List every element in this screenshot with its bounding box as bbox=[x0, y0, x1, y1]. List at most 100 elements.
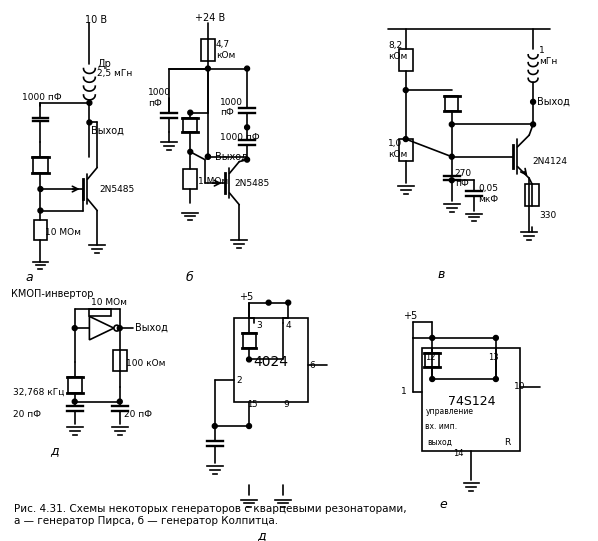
Text: 12: 12 bbox=[425, 353, 436, 362]
Bar bbox=[243, 333, 256, 348]
Text: 14: 14 bbox=[453, 449, 464, 458]
Text: 2,5 мГн: 2,5 мГн bbox=[97, 69, 133, 78]
Text: +5: +5 bbox=[239, 292, 254, 302]
Circle shape bbox=[87, 120, 92, 125]
Bar bbox=[113, 349, 127, 371]
Circle shape bbox=[403, 88, 408, 93]
Circle shape bbox=[530, 100, 536, 104]
Text: Др: Др bbox=[97, 58, 111, 69]
Text: б: б bbox=[185, 270, 193, 283]
Text: вх. имп.: вх. имп. bbox=[425, 421, 457, 431]
Text: 15: 15 bbox=[247, 400, 258, 409]
Circle shape bbox=[246, 424, 252, 428]
Circle shape bbox=[245, 125, 249, 130]
Text: 1: 1 bbox=[401, 387, 407, 396]
Bar bbox=[184, 117, 197, 132]
Circle shape bbox=[72, 399, 77, 404]
Circle shape bbox=[245, 66, 249, 71]
Text: 20 пФ: 20 пФ bbox=[124, 410, 152, 419]
Circle shape bbox=[117, 326, 122, 331]
Text: е: е bbox=[439, 498, 447, 511]
Circle shape bbox=[246, 357, 252, 362]
Text: 2N4124: 2N4124 bbox=[532, 157, 567, 166]
Circle shape bbox=[38, 187, 43, 192]
Circle shape bbox=[403, 137, 408, 142]
Text: а — генератор Пирса, б — генератор Колпитца.: а — генератор Пирса, б — генератор Колпи… bbox=[14, 516, 278, 526]
Circle shape bbox=[530, 122, 536, 127]
Circle shape bbox=[72, 326, 77, 331]
Bar bbox=[399, 139, 413, 161]
Circle shape bbox=[188, 149, 193, 154]
Circle shape bbox=[449, 122, 454, 127]
Text: Рис. 4.31. Схемы некоторых генераторов с кварцевыми резонаторами,: Рис. 4.31. Схемы некоторых генераторов с… bbox=[14, 504, 407, 514]
Text: +5: +5 bbox=[403, 312, 417, 321]
Text: выход: выход bbox=[428, 438, 452, 447]
Circle shape bbox=[430, 335, 435, 340]
Text: Выход: Выход bbox=[537, 97, 570, 107]
Circle shape bbox=[206, 66, 210, 71]
Text: в: в bbox=[437, 268, 444, 281]
Text: 1000
пФ: 1000 пФ bbox=[148, 88, 171, 108]
Text: 1
мГн: 1 мГн bbox=[539, 46, 557, 65]
Bar bbox=[422, 348, 520, 451]
Text: 13: 13 bbox=[488, 353, 499, 362]
Text: 270
пФ: 270 пФ bbox=[454, 169, 472, 188]
Circle shape bbox=[493, 335, 498, 340]
Text: д: д bbox=[50, 444, 59, 457]
Text: 1 МОм: 1 МОм bbox=[198, 177, 228, 186]
Text: Выход: Выход bbox=[91, 126, 124, 135]
Circle shape bbox=[117, 399, 122, 404]
Bar bbox=[525, 184, 539, 206]
Circle shape bbox=[206, 154, 210, 159]
Text: 0,05
мкФ: 0,05 мкФ bbox=[478, 184, 498, 203]
Bar bbox=[68, 377, 81, 393]
Bar bbox=[425, 353, 439, 367]
Text: 2N5485: 2N5485 bbox=[99, 184, 135, 194]
Circle shape bbox=[206, 154, 210, 159]
Bar bbox=[89, 308, 111, 316]
Circle shape bbox=[449, 178, 454, 183]
Text: 2N5485: 2N5485 bbox=[234, 179, 270, 188]
Circle shape bbox=[188, 110, 193, 115]
Text: 9: 9 bbox=[283, 400, 289, 409]
Text: 32,768 кГц: 32,768 кГц bbox=[13, 387, 65, 396]
Text: 3: 3 bbox=[256, 321, 262, 329]
Text: 1,0
кОм: 1,0 кОм bbox=[388, 139, 407, 159]
Text: КМОП-инвертор: КМОП-инвертор bbox=[11, 289, 93, 299]
Text: 330: 330 bbox=[539, 211, 556, 220]
Text: 8,2
кОм: 8,2 кОм bbox=[388, 41, 407, 61]
Bar bbox=[33, 220, 47, 240]
Text: 10 В: 10 В bbox=[84, 15, 106, 24]
Bar bbox=[399, 49, 413, 70]
Circle shape bbox=[87, 101, 92, 105]
Text: Выход: Выход bbox=[135, 323, 168, 333]
Text: 4,7
кОм: 4,7 кОм bbox=[216, 40, 235, 60]
Circle shape bbox=[493, 377, 498, 381]
Text: 74S124: 74S124 bbox=[448, 395, 495, 408]
Circle shape bbox=[38, 208, 43, 213]
Text: 100 кОм: 100 кОм bbox=[126, 359, 165, 368]
Text: а: а bbox=[26, 270, 33, 283]
Text: 10 МОм: 10 МОм bbox=[45, 228, 81, 236]
Text: 1000 пФ: 1000 пФ bbox=[219, 133, 260, 142]
Circle shape bbox=[245, 157, 249, 162]
Text: 4: 4 bbox=[285, 321, 291, 329]
Text: 1000 пФ: 1000 пФ bbox=[22, 94, 62, 102]
Text: 2: 2 bbox=[236, 375, 242, 385]
Text: управление: управление bbox=[425, 407, 474, 416]
Circle shape bbox=[286, 300, 291, 305]
Circle shape bbox=[449, 154, 454, 159]
Text: Выход: Выход bbox=[215, 151, 248, 162]
Text: 1000
пФ: 1000 пФ bbox=[219, 98, 243, 117]
Text: 20 пФ: 20 пФ bbox=[13, 410, 41, 419]
Bar bbox=[201, 39, 215, 61]
Circle shape bbox=[266, 300, 271, 305]
Text: 10 МОм: 10 МОм bbox=[91, 298, 127, 307]
Text: д: д bbox=[257, 529, 266, 541]
Circle shape bbox=[212, 424, 217, 428]
Bar bbox=[234, 318, 308, 401]
Bar bbox=[184, 169, 197, 189]
Text: 4024: 4024 bbox=[253, 355, 288, 370]
Text: 10: 10 bbox=[514, 382, 525, 391]
Text: R: R bbox=[504, 438, 510, 447]
